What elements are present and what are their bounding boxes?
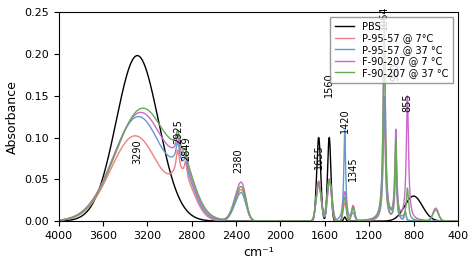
F-90-207 @ 37 °C bbox=[310, 218, 315, 222]
Line: F-90-207 @ 7 °C: F-90-207 @ 7 °C bbox=[59, 21, 458, 221]
Line: P-95-57 @ 7°C: P-95-57 @ 7°C bbox=[59, 112, 458, 221]
PBS bbox=[300, 220, 305, 223]
F-90-207 @ 7 °C bbox=[373, 214, 379, 217]
F-90-207 @ 7 °C bbox=[352, 210, 357, 213]
F-90-207 @ 7 °C bbox=[455, 219, 461, 223]
F-90-207 @ 7 °C bbox=[310, 218, 315, 221]
P-95-57 @ 37 °C bbox=[373, 216, 379, 219]
F-90-207 @ 37 °C bbox=[455, 219, 461, 223]
F-90-207 @ 37 °C bbox=[267, 219, 273, 223]
F-90-207 @ 7 °C bbox=[292, 219, 298, 223]
F-90-207 @ 37 °C bbox=[352, 211, 357, 214]
F-90-207 @ 7 °C bbox=[76, 212, 82, 215]
F-90-207 @ 37 °C bbox=[373, 215, 379, 218]
P-95-57 @ 37 °C bbox=[382, 95, 387, 98]
Legend: PBS, P-95-57 @ 7°C, P-95-57 @ 37 °C, F-90-207 @ 7 °C, F-90-207 @ 37 °C: PBS, P-95-57 @ 7°C, P-95-57 @ 37 °C, F-9… bbox=[330, 17, 453, 82]
P-95-57 @ 7°C bbox=[382, 111, 387, 114]
F-90-207 @ 7 °C bbox=[382, 19, 387, 23]
PBS bbox=[310, 219, 315, 222]
F-90-207 @ 37 °C bbox=[76, 213, 82, 216]
Text: 1655: 1655 bbox=[314, 145, 324, 169]
Text: 2925: 2925 bbox=[173, 119, 183, 144]
F-90-207 @ 37 °C bbox=[201, 204, 206, 207]
P-95-57 @ 37 °C bbox=[201, 208, 206, 211]
P-95-57 @ 37 °C bbox=[352, 214, 357, 217]
Text: 3290: 3290 bbox=[132, 140, 142, 164]
Text: 980: 980 bbox=[391, 62, 401, 81]
PBS bbox=[373, 220, 379, 223]
Line: F-90-207 @ 37 °C: F-90-207 @ 37 °C bbox=[59, 36, 458, 221]
P-95-57 @ 7°C bbox=[455, 219, 461, 223]
P-95-57 @ 7°C bbox=[310, 218, 315, 221]
Text: 1345: 1345 bbox=[348, 156, 358, 181]
F-90-207 @ 7 °C bbox=[56, 219, 62, 222]
Text: 1064: 1064 bbox=[379, 6, 389, 30]
F-90-207 @ 7 °C bbox=[201, 206, 206, 209]
P-95-57 @ 37 °C bbox=[56, 219, 62, 222]
P-95-57 @ 37 °C bbox=[310, 218, 315, 221]
P-95-57 @ 37 °C bbox=[76, 213, 82, 216]
Text: 855: 855 bbox=[402, 94, 412, 112]
PBS bbox=[292, 220, 298, 223]
P-95-57 @ 7°C bbox=[373, 217, 379, 220]
PBS bbox=[201, 218, 206, 222]
X-axis label: cm⁻¹: cm⁻¹ bbox=[243, 246, 273, 259]
P-95-57 @ 7°C bbox=[352, 210, 357, 214]
PBS bbox=[56, 219, 62, 223]
F-90-207 @ 37 °C bbox=[56, 219, 62, 222]
Text: 1420: 1420 bbox=[340, 109, 350, 133]
F-90-207 @ 7 °C bbox=[263, 219, 269, 223]
PBS bbox=[352, 220, 357, 223]
Text: 1560: 1560 bbox=[324, 73, 334, 98]
P-95-57 @ 7°C bbox=[56, 219, 62, 222]
Line: P-95-57 @ 37 °C: P-95-57 @ 37 °C bbox=[59, 97, 458, 221]
Y-axis label: Absorbance: Absorbance bbox=[6, 80, 18, 154]
P-95-57 @ 7°C bbox=[269, 219, 274, 223]
PBS bbox=[135, 54, 140, 57]
Text: 2380: 2380 bbox=[233, 148, 243, 173]
F-90-207 @ 37 °C bbox=[292, 219, 298, 223]
P-95-57 @ 7°C bbox=[76, 214, 82, 217]
PBS bbox=[455, 220, 461, 223]
Line: PBS: PBS bbox=[59, 56, 458, 221]
P-95-57 @ 37 °C bbox=[262, 219, 267, 223]
P-95-57 @ 7°C bbox=[201, 210, 206, 213]
Text: 2849: 2849 bbox=[181, 136, 191, 161]
P-95-57 @ 37 °C bbox=[455, 219, 461, 223]
P-95-57 @ 37 °C bbox=[292, 219, 298, 223]
F-90-207 @ 37 °C bbox=[382, 35, 387, 38]
PBS bbox=[76, 216, 82, 219]
P-95-57 @ 7°C bbox=[292, 219, 298, 223]
